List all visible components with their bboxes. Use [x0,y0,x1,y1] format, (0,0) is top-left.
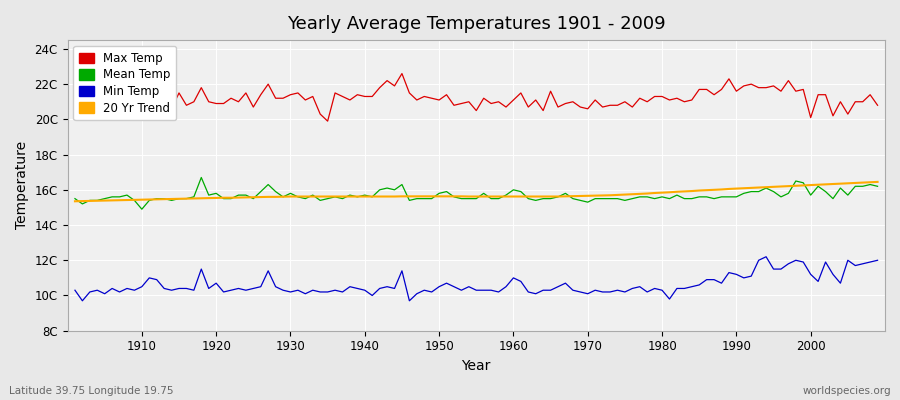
Text: Latitude 39.75 Longitude 19.75: Latitude 39.75 Longitude 19.75 [9,386,174,396]
Text: worldspecies.org: worldspecies.org [803,386,891,396]
Y-axis label: Temperature: Temperature [15,141,29,230]
Title: Yearly Average Temperatures 1901 - 2009: Yearly Average Temperatures 1901 - 2009 [287,15,666,33]
Legend: Max Temp, Mean Temp, Min Temp, 20 Yr Trend: Max Temp, Mean Temp, Min Temp, 20 Yr Tre… [74,46,176,120]
X-axis label: Year: Year [462,359,491,373]
